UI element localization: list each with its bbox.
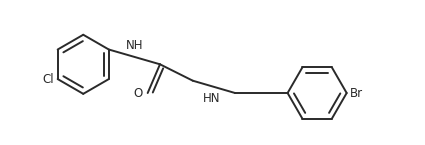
Text: Br: Br: [350, 87, 363, 99]
Text: NH: NH: [126, 39, 143, 52]
Text: HN: HN: [203, 92, 221, 105]
Text: Cl: Cl: [43, 72, 54, 86]
Text: O: O: [133, 87, 143, 99]
